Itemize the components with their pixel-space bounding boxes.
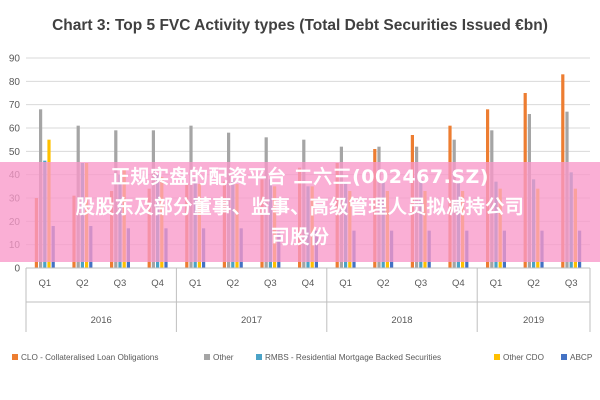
x-tick-label: Q2 (226, 278, 239, 289)
x-tick-label: Q1 (490, 278, 503, 289)
promo-overlay-banner: 正规实盘的配资平台 二六三(002467.SZ) 股股东及部分董事、监事、高级管… (0, 162, 600, 262)
x-tick-label: Q4 (302, 278, 315, 289)
legend-label: RMBS - Residential Mortgage Backed Secur… (265, 353, 441, 362)
y-tick-label: 80 (9, 77, 21, 88)
y-tick-label: 90 (9, 54, 21, 65)
x-tick-label: Q2 (527, 278, 540, 289)
legend: CLO - Collateralised Loan Obligations Oth… (12, 353, 593, 362)
x-tick-label: Q3 (414, 278, 427, 289)
legend-label: CLO - Collateralised Loan Obligations (21, 353, 158, 362)
legend-swatch (12, 354, 18, 360)
year-label: 2018 (391, 315, 412, 326)
x-tick-label: Q1 (189, 278, 202, 289)
x-tick-label: Q4 (452, 278, 465, 289)
legend-item: ABCP (561, 353, 593, 362)
legend-swatch (256, 354, 262, 360)
legend-swatch (204, 354, 210, 360)
x-tick-label: Q2 (377, 278, 390, 289)
overlay-line-1: 正规实盘的配资平台 二六三(002467.SZ) (111, 166, 489, 188)
x-axis: Q1 Q2 Q3 Q4 Q1 Q2 Q3 Q4 Q1 Q2 Q3 Q4 Q1 Q2 Q3 2016 2017 20… (25, 267, 591, 332)
x-tick-label: Q3 (264, 278, 277, 289)
year-label: 2019 (523, 315, 544, 326)
chart-title: Chart 3: Top 5 FVC Activity types (Total… (52, 17, 548, 34)
y-tick-label: 70 (9, 100, 21, 111)
legend-swatch (494, 354, 500, 360)
y-tick-label: 50 (9, 147, 21, 158)
legend-item: RMBS - Residential Mortgage Backed Secur… (256, 353, 441, 362)
y-tick-label: 0 (14, 264, 20, 275)
legend-label: Other (213, 353, 234, 362)
legend-label: Other CDO (503, 353, 544, 362)
year-label: 2016 (91, 315, 112, 326)
year-label: 2017 (241, 315, 262, 326)
y-tick-label: 60 (9, 124, 21, 135)
x-tick-label: Q3 (114, 278, 127, 289)
x-tick-label: Q2 (76, 278, 89, 289)
overlay-line-3: 司股份 (270, 226, 330, 248)
overlay-line-2: 股股东及部分董事、监事、高级管理人员拟减持公司 (75, 196, 525, 218)
legend-swatch (561, 354, 567, 360)
legend-label: ABCP (570, 353, 593, 362)
x-tick-label: Q1 (339, 278, 352, 289)
x-tick-label: Q1 (38, 278, 51, 289)
legend-item: Other CDO (494, 353, 544, 362)
x-tick-label: Q4 (151, 278, 164, 289)
legend-item: CLO - Collateralised Loan Obligations (12, 353, 158, 362)
legend-item: Other (204, 353, 234, 362)
x-tick-label: Q3 (565, 278, 578, 289)
